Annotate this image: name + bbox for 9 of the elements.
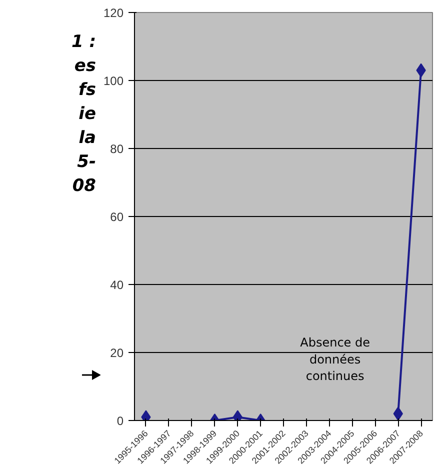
y-tick-label: 100	[103, 74, 124, 88]
y-tick-label: 80	[110, 142, 124, 156]
y-tick-label: 20	[110, 346, 124, 360]
annotation: Absence de données continues	[300, 336, 370, 384]
text: 1 : es fs ie la 5- 08	[71, 31, 96, 198]
y-tick-label: 120	[103, 6, 124, 20]
y-tick-label: 60	[110, 210, 124, 224]
y-tick-label: 40	[110, 278, 124, 292]
y-tick-label: 0	[116, 414, 124, 428]
